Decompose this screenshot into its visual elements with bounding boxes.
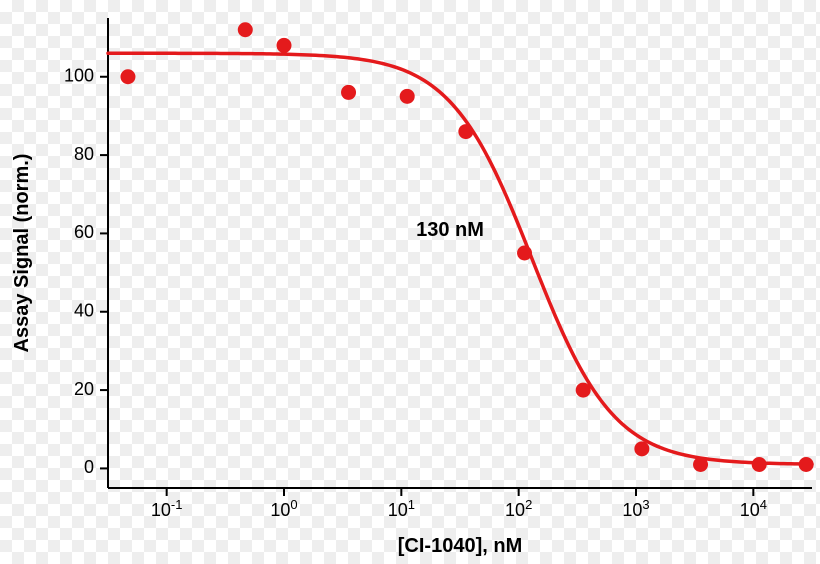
x-tick-label: 10-1 (151, 497, 183, 521)
y-tick-label: 60 (74, 222, 94, 242)
data-point (517, 246, 532, 261)
data-point (400, 89, 415, 104)
fitted-curve (108, 53, 812, 464)
y-tick-label: 0 (84, 457, 94, 477)
y-tick-label: 20 (74, 379, 94, 399)
data-point (341, 85, 356, 100)
data-point (693, 457, 708, 472)
y-axis-label: Assay Signal (norm.) (11, 154, 33, 353)
data-point (576, 383, 591, 398)
x-tick-label: 103 (622, 497, 649, 521)
data-point (277, 38, 292, 53)
axes: 0 20 40 60 80 100 10-1 100 101 102 103 104 (64, 18, 812, 520)
data-point (458, 124, 473, 139)
dose-response-chart: 0 20 40 60 80 100 10-1 100 101 102 103 104 [CI-1040… (0, 0, 820, 564)
ic50-annotation: 130 nM (416, 219, 484, 241)
y-tick-label: 40 (74, 301, 94, 321)
fit-curve-path (108, 53, 812, 464)
data-points (120, 22, 813, 472)
x-tick-label: 101 (388, 497, 415, 521)
x-tick-label: 104 (740, 497, 767, 521)
y-tick-label: 100 (64, 66, 94, 86)
data-point (634, 441, 649, 456)
x-axis-label: [CI-1040], nM (398, 535, 522, 557)
y-tick-label: 80 (74, 144, 94, 164)
x-tick-label: 100 (270, 497, 297, 521)
data-point (120, 69, 135, 84)
data-point (238, 22, 253, 37)
data-point (752, 457, 767, 472)
data-point (799, 457, 814, 472)
x-tick-label: 102 (505, 497, 532, 521)
